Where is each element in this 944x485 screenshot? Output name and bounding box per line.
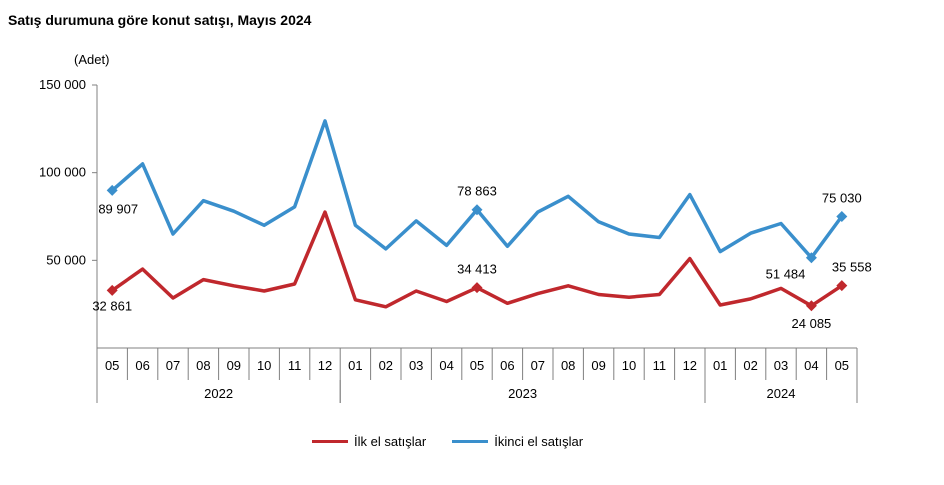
x-tick-label: 01 [348,358,362,373]
x-tick-label: 04 [439,358,453,373]
x-tick-label: 03 [409,358,423,373]
data-marker [836,210,848,222]
chart-title: Satış durumuna göre konut satışı, Mayıs … [8,12,312,28]
y-tick-label: 150 000 [39,77,86,92]
x-tick-label: 12 [683,358,697,373]
x-tick-label: 01 [713,358,727,373]
year-label: 2024 [767,386,796,401]
legend: İlk el satışlar İkinci el satışlar [312,434,609,449]
x-tick-label: 10 [257,358,271,373]
x-tick-label: 12 [318,358,332,373]
x-tick-label: 02 [379,358,393,373]
year-label: 2022 [204,386,233,401]
y-axis-label: (Adet) [74,52,109,67]
data-label: 51 484 [766,267,806,282]
legend-item-ikinci-el: İkinci el satışlar [452,434,583,449]
legend-item-ilk-el: İlk el satışlar [312,434,426,449]
x-tick-label: 05 [105,358,119,373]
data-label: 24 085 [792,316,832,331]
legend-label-ikinci-el: İkinci el satışlar [494,434,584,449]
x-tick-label: 05 [470,358,484,373]
x-tick-label: 11 [653,358,667,373]
data-label: 35 558 [832,260,872,275]
x-tick-label: 11 [288,358,302,373]
data-marker [805,300,817,312]
x-tick-label: 10 [622,358,636,373]
legend-label-ilk-el: İlk el satışlar [354,434,427,449]
x-tick-label: 09 [591,358,605,373]
legend-swatch-ikinci-el [452,440,489,443]
x-tick-label: 09 [227,358,241,373]
x-tick-label: 08 [196,358,210,373]
data-label: 89 907 [98,201,138,216]
data-marker [471,204,483,216]
x-tick-label: 03 [774,358,788,373]
y-tick-label: 100 000 [39,165,86,180]
x-tick-label: 06 [135,358,149,373]
data-marker [836,280,848,292]
legend-swatch-ilk-el [312,440,348,443]
x-tick-label: 07 [531,358,545,373]
x-tick-label: 02 [743,358,757,373]
data-label: 32 861 [92,298,132,313]
data-marker [805,252,817,264]
data-label: 34 413 [457,262,497,277]
x-tick-label: 05 [835,358,849,373]
x-tick-label: 08 [561,358,575,373]
x-tick-label: 07 [166,358,180,373]
x-tick-label: 04 [804,358,818,373]
data-label: 78 863 [457,184,497,199]
data-marker [106,184,118,196]
data-marker [471,282,483,294]
data-marker [106,284,118,296]
year-label: 2023 [508,386,537,401]
x-tick-label: 06 [500,358,514,373]
y-tick-label: 50 000 [46,252,86,267]
data-label: 75 030 [822,190,862,205]
